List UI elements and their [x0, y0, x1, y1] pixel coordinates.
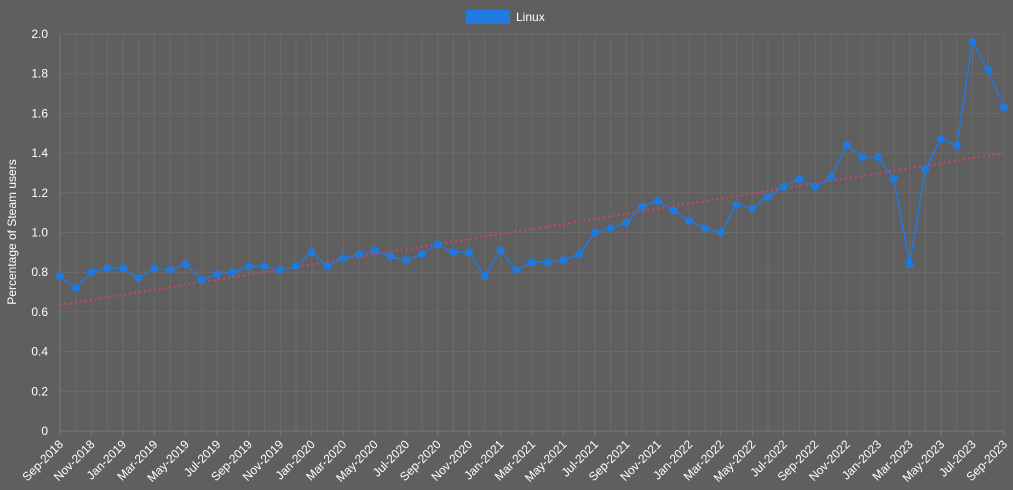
- data-point[interactable]: [716, 228, 725, 237]
- y-tick-label: 2.0: [31, 27, 48, 41]
- grid: [59, 33, 1005, 432]
- data-point[interactable]: [417, 250, 426, 259]
- data-point[interactable]: [748, 204, 757, 213]
- data-point[interactable]: [858, 153, 867, 162]
- legend-swatch-linux[interactable]: [466, 10, 510, 24]
- legend[interactable]: Linux: [466, 10, 545, 24]
- data-point[interactable]: [213, 270, 222, 279]
- data-point[interactable]: [606, 224, 615, 233]
- data-point[interactable]: [197, 276, 206, 285]
- data-point[interactable]: [465, 248, 474, 257]
- data-point[interactable]: [134, 274, 143, 283]
- y-tick-label: 1.4: [31, 146, 48, 160]
- data-point[interactable]: [449, 248, 458, 257]
- data-point[interactable]: [307, 248, 316, 257]
- data-point[interactable]: [937, 135, 946, 144]
- data-point[interactable]: [339, 254, 348, 263]
- data-point[interactable]: [622, 218, 631, 227]
- data-point[interactable]: [118, 264, 127, 273]
- data-point[interactable]: [921, 164, 930, 173]
- data-point[interactable]: [87, 268, 96, 277]
- data-point[interactable]: [669, 206, 678, 215]
- data-point[interactable]: [842, 141, 851, 150]
- data-point[interactable]: [323, 262, 332, 271]
- data-point[interactable]: [260, 262, 269, 271]
- data-point[interactable]: [543, 258, 552, 267]
- data-point[interactable]: [795, 174, 804, 183]
- data-point[interactable]: [968, 37, 977, 46]
- data-point[interactable]: [952, 141, 961, 150]
- data-point[interactable]: [575, 250, 584, 259]
- data-point[interactable]: [685, 216, 694, 225]
- series-linux: [56, 37, 1008, 293]
- data-point[interactable]: [166, 266, 175, 275]
- y-tick-label: 1.0: [31, 226, 48, 240]
- data-point[interactable]: [71, 284, 80, 293]
- data-point[interactable]: [701, 224, 710, 233]
- data-point[interactable]: [480, 272, 489, 281]
- data-point[interactable]: [826, 172, 835, 181]
- data-point[interactable]: [811, 182, 820, 191]
- data-point[interactable]: [276, 266, 285, 275]
- data-point[interactable]: [402, 256, 411, 265]
- axes: 00.20.40.60.81.01.21.41.61.82.0Sep-2018N…: [19, 27, 1010, 485]
- y-tick-label: 1.6: [31, 106, 48, 120]
- y-tick-label: 0: [41, 424, 48, 438]
- data-point[interactable]: [528, 258, 536, 267]
- y-tick-label: 0.8: [31, 265, 48, 279]
- data-point[interactable]: [150, 264, 159, 273]
- y-tick-label: 0.2: [31, 384, 48, 398]
- data-point[interactable]: [56, 272, 64, 281]
- data-point[interactable]: [874, 153, 883, 162]
- data-point[interactable]: [732, 200, 741, 209]
- data-point[interactable]: [653, 196, 662, 205]
- data-point[interactable]: [512, 266, 521, 275]
- data-point[interactable]: [559, 256, 568, 265]
- trendline: [59, 152, 1005, 306]
- data-point[interactable]: [433, 240, 442, 249]
- data-point[interactable]: [370, 246, 379, 255]
- data-point[interactable]: [292, 262, 300, 271]
- data-point[interactable]: [181, 260, 190, 269]
- trendline-path: [59, 152, 1005, 306]
- data-point[interactable]: [764, 192, 772, 201]
- data-point[interactable]: [905, 260, 914, 269]
- data-point[interactable]: [386, 252, 395, 261]
- data-point[interactable]: [229, 268, 238, 277]
- y-tick-label: 1.2: [31, 186, 48, 200]
- y-tick-label: 1.8: [31, 67, 48, 81]
- data-point[interactable]: [590, 228, 599, 237]
- data-point[interactable]: [779, 182, 788, 191]
- y-tick-label: 0.4: [31, 345, 48, 359]
- y-tick-label: 0.6: [31, 305, 48, 319]
- data-point[interactable]: [354, 250, 363, 259]
- data-point[interactable]: [889, 174, 898, 183]
- data-point[interactable]: [244, 262, 253, 271]
- data-point[interactable]: [103, 264, 112, 273]
- y-axis-title: Percentage of Steam users: [5, 159, 19, 304]
- legend-label-linux[interactable]: Linux: [516, 10, 545, 24]
- data-point[interactable]: [984, 65, 993, 74]
- data-point[interactable]: [638, 202, 647, 211]
- data-point[interactable]: [1000, 103, 1008, 112]
- data-point[interactable]: [496, 246, 505, 255]
